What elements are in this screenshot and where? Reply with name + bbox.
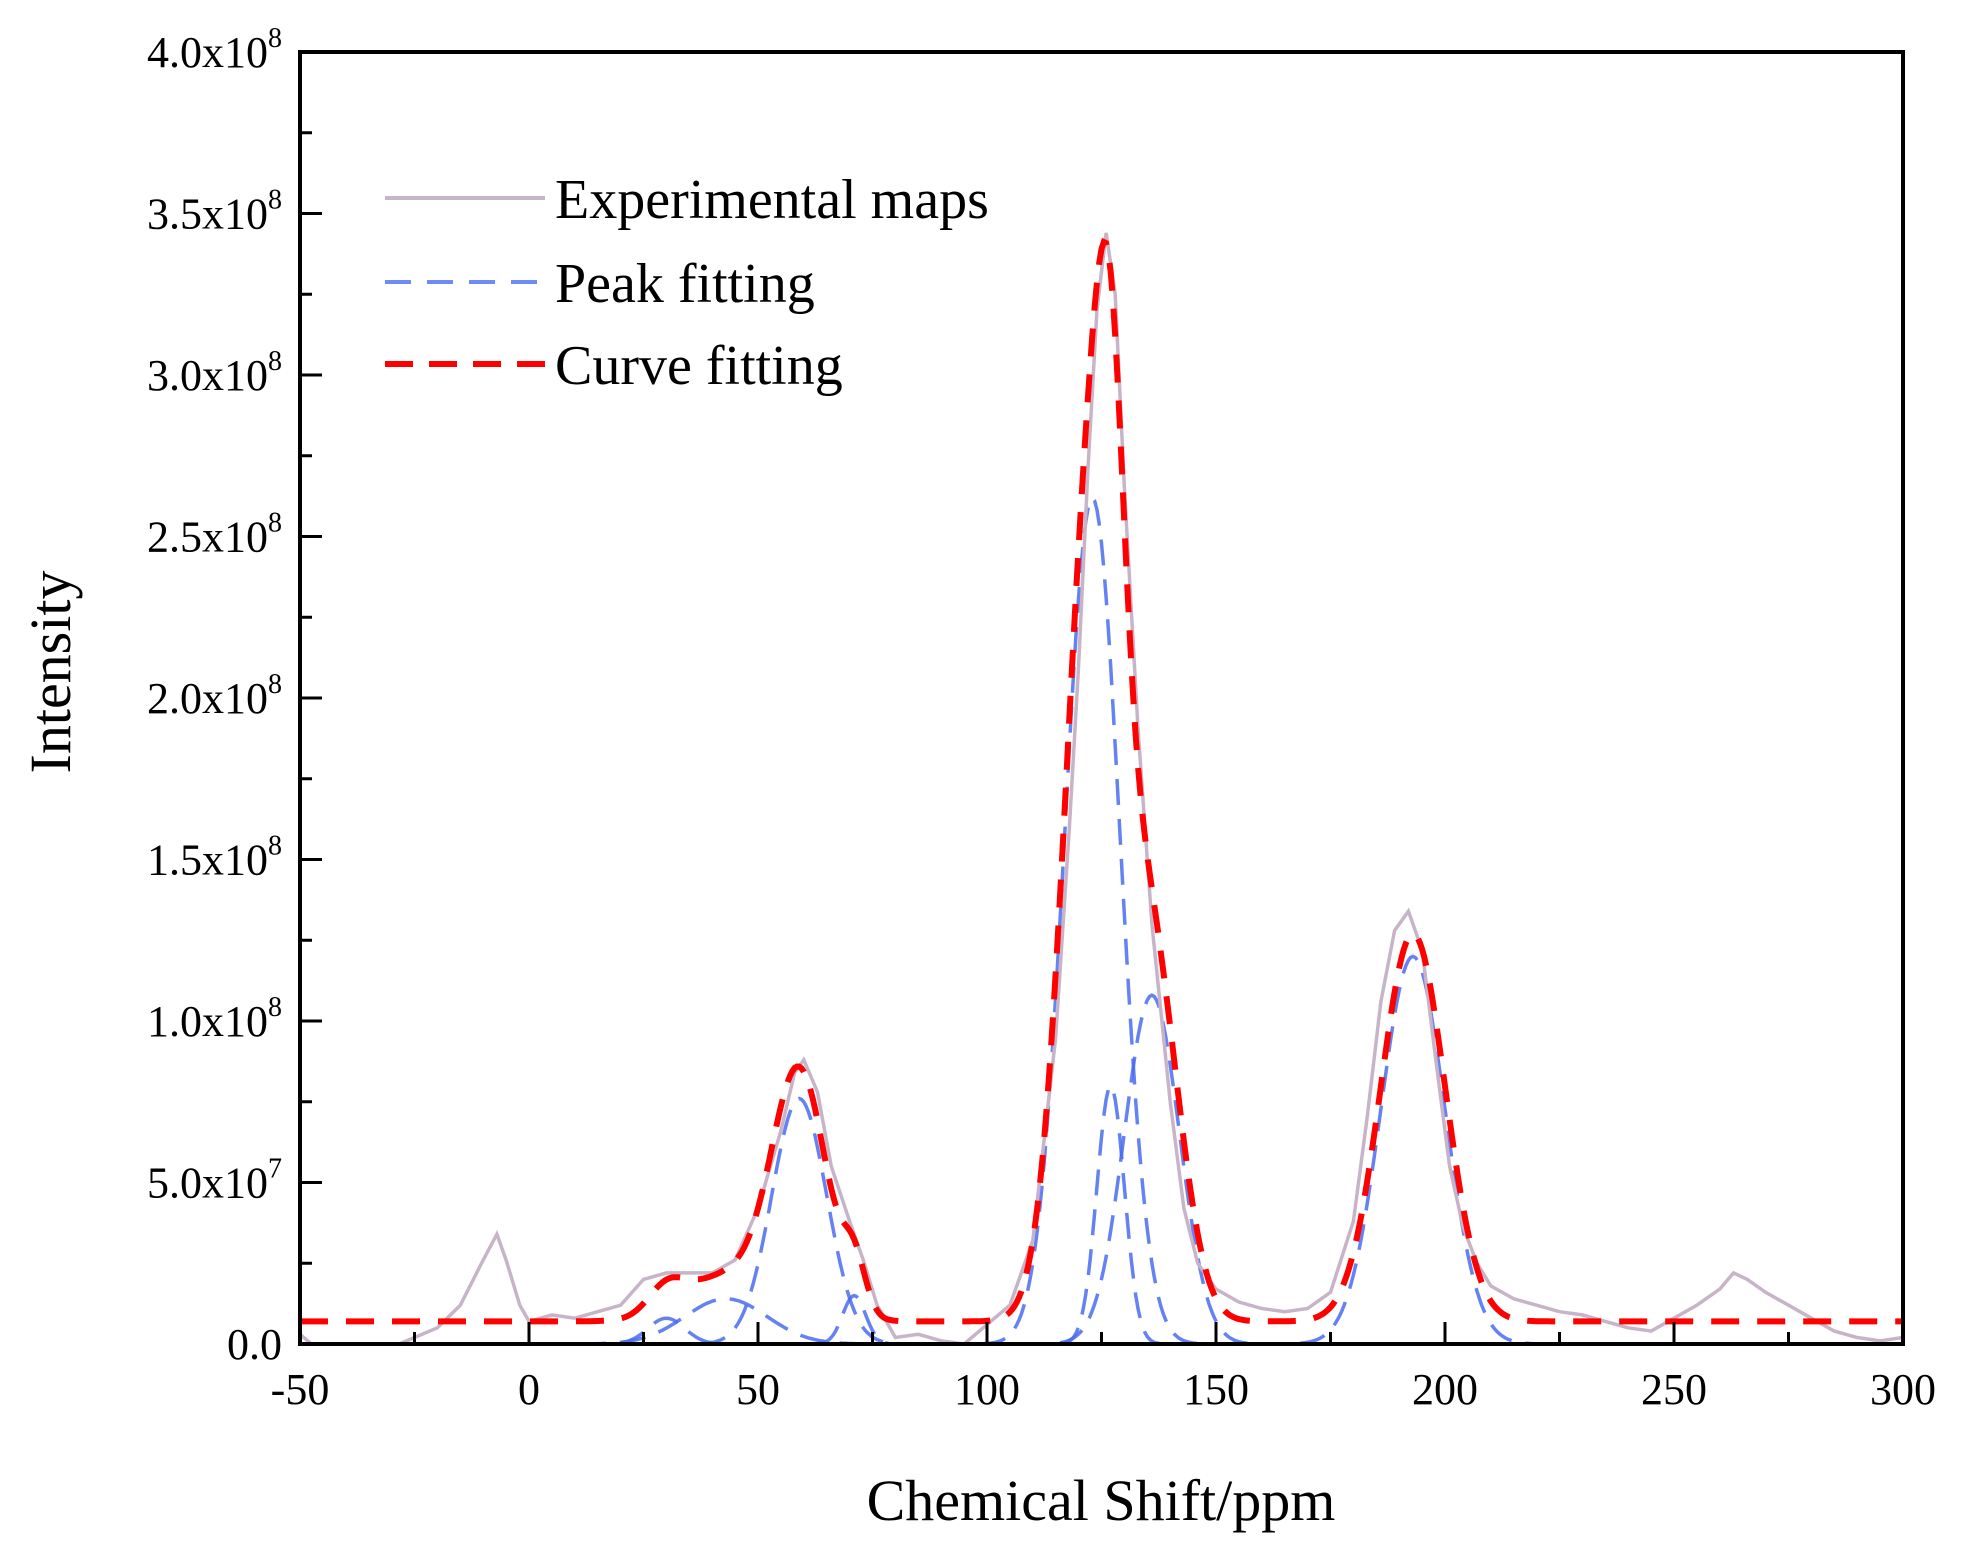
- x-tick-label: -50: [271, 1365, 330, 1414]
- x-tick-label: 250: [1641, 1365, 1707, 1414]
- y-tick-label: 1.0x108: [147, 992, 282, 1046]
- legend-label-experimental: Experimental maps: [555, 169, 989, 231]
- x-axis-title: Chemical Shift/ppm: [867, 1468, 1336, 1533]
- y-axis: 0.0 5.0x107 1.0x108 1.5x108 2.0x108 2.5x108 3.…: [147, 23, 322, 1369]
- peak-fit-curve: [300, 1082, 1903, 1344]
- y-tick-label: 4.0x108: [147, 23, 282, 77]
- x-tick-label: 150: [1183, 1365, 1249, 1414]
- y-axis-title: Intensity: [18, 571, 83, 774]
- x-axis: -50 0 50 100 150 200 250 300: [271, 1322, 1936, 1414]
- y-tick-label: 1.5x108: [147, 831, 282, 885]
- x-tick-label: 50: [736, 1365, 780, 1414]
- plot-area: [300, 232, 1903, 1344]
- peak-fit-curve: [300, 494, 1903, 1344]
- y-tick-label: 2.0x108: [147, 669, 282, 723]
- peak-fitting-curves: [300, 494, 1903, 1344]
- legend-label-peak: Peak fitting: [555, 253, 815, 315]
- x-tick-label: 300: [1870, 1365, 1936, 1414]
- experimental-maps-line: [300, 232, 1903, 1344]
- x-tick-label: 100: [954, 1365, 1020, 1414]
- y-tick-label: 5.0x107: [147, 1154, 282, 1208]
- curve-fitting-line: [300, 237, 1903, 1325]
- y-tick-label: 3.5x108: [147, 185, 282, 239]
- x-tick-label: 200: [1412, 1365, 1478, 1414]
- y-tick-label: 0.0: [227, 1320, 282, 1369]
- legend: Experimental maps Peak fitting Curve fit…: [385, 169, 989, 397]
- y-tick-label: 3.0x108: [147, 346, 282, 400]
- y-tick-label: 2.5x108: [147, 508, 282, 562]
- x-tick-label: 0: [518, 1365, 540, 1414]
- peak-fit-curve: [300, 993, 1903, 1344]
- legend-label-curve: Curve fitting: [555, 335, 843, 397]
